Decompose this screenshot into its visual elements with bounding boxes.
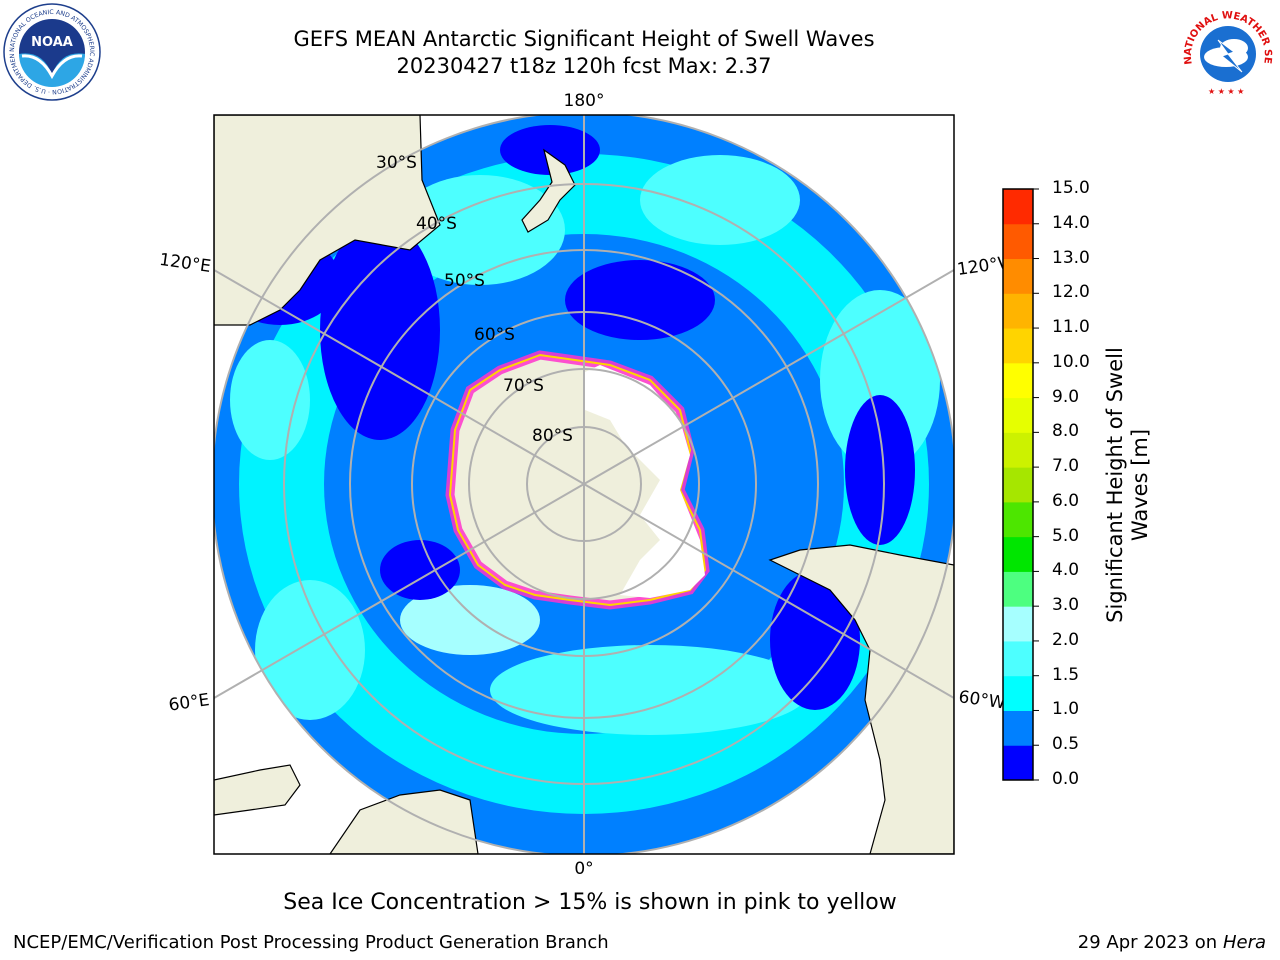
nws-logo: NATIONAL WEATHER SERVICE ★ ★ ★ ★: [1178, 2, 1276, 100]
africa-tip: [329, 789, 479, 854]
colorbar-tick-label: 2.0: [1052, 629, 1080, 650]
map-frame: [213, 114, 955, 855]
credit-line: NCEP/EMC/Verification Post Processing Pr…: [13, 932, 609, 953]
colorbar-label: Significant Height of Swell Waves [m]: [1103, 347, 1152, 623]
sea-ice-caption: Sea Ice Concentration > 15% is shown in …: [283, 890, 897, 915]
graticule: [214, 115, 954, 854]
low-swell-patch: [320, 220, 440, 440]
swell-patch: [255, 580, 365, 720]
noaa-logo: NATIONAL OCEANIC AND ATMOSPHERIC ADMINIS…: [2, 2, 101, 101]
colorbar-swatch: [1003, 536, 1033, 572]
swell-patch: [490, 645, 810, 735]
swell-patch: [230, 340, 310, 460]
south-america: [768, 544, 954, 854]
swell-patch: [820, 290, 940, 470]
colorbar-swatch: [1003, 675, 1033, 711]
low-swell-patch: [845, 395, 915, 545]
colorbar-tick-label: 0.0: [1052, 769, 1080, 789]
colorbar-swatch: [1003, 293, 1033, 329]
colorbar-tick-label: 13.0: [1052, 247, 1090, 268]
colorbar-tick-label: 0.5: [1052, 734, 1080, 755]
colorbar-swatch: [1003, 223, 1033, 260]
colorbar-swatch: [1003, 189, 1033, 225]
lon-label-60w: 60°W: [957, 687, 1006, 713]
date-line: 29 Apr 2023 on Hera: [1078, 932, 1266, 953]
colorbar-tick-label: 5.0: [1052, 525, 1080, 546]
lon-label-0: 0°: [574, 859, 593, 879]
colorbar-tick-label: 11.0: [1052, 317, 1090, 338]
lat-label-30s: 30°S: [376, 153, 417, 173]
colorbar-tick-label: 1.0: [1052, 699, 1080, 720]
lon-label-60e: 60°E: [167, 690, 210, 715]
colorbar-swatch: [1003, 432, 1033, 468]
lat-label-70s: 70°S: [503, 376, 544, 396]
map-title: GEFS MEAN Antarctic Significant Height o…: [293, 27, 875, 51]
new-zealand: [521, 148, 576, 233]
colorbar-swatch: [1003, 328, 1033, 364]
colorbar-tick-label: 3.0: [1052, 595, 1080, 616]
machine-name: Hera: [1222, 932, 1266, 953]
lon-label-120e: 120°E: [158, 250, 212, 277]
colorbar-swatch: [1003, 258, 1033, 294]
colorbar-swatch: [1003, 501, 1033, 538]
colorbar-tick-label: 15.0: [1052, 178, 1090, 198]
map-subtitle: 20230427 t18z 120h fcst Max: 2.37: [396, 54, 772, 78]
swell-patch: [640, 155, 800, 245]
colorbar-swatch: [1003, 467, 1033, 503]
ice-shelf: [585, 365, 705, 598]
date-text: 29 Apr 2023 on: [1077, 932, 1218, 953]
lat-label-40s: 40°S: [416, 214, 457, 234]
colorbar-swatch: [1003, 397, 1033, 433]
colorbar-swatch: [1003, 606, 1033, 642]
low-swell-patch: [500, 125, 600, 175]
lon-label-180: 180°: [564, 91, 605, 111]
colorbar-tick-label: 9.0: [1052, 386, 1080, 407]
colorbar-swatch: [1003, 571, 1033, 607]
low-swell-patch: [380, 540, 460, 600]
noaa-logo-text: NOAA: [31, 35, 73, 50]
colorbar: [1003, 189, 1033, 781]
lat-label-80s: 80°S: [532, 426, 573, 446]
lat-label-50s: 50°S: [444, 271, 485, 291]
colorbar-tick-label: 10.0: [1052, 351, 1090, 372]
colorbar-swatch: [1003, 362, 1033, 399]
colorbar-tick-label: 1.5: [1052, 664, 1080, 685]
colorbar-frame: [1002, 188, 1034, 781]
colorbar-swatch: [1003, 710, 1033, 746]
colorbar-tick-label: 14.0: [1052, 212, 1090, 233]
colorbar-tick-label: 7.0: [1052, 456, 1080, 477]
colorbar-swatch: [1003, 745, 1033, 781]
colorbar-swatch: [1003, 640, 1033, 677]
lat-label-60s: 60°S: [474, 325, 515, 345]
sea-ice-inner: [448, 353, 707, 607]
australia-landmass: [214, 115, 441, 326]
colorbar-tick-label: 6.0: [1052, 490, 1080, 511]
nws-stars: ★ ★ ★ ★: [1208, 87, 1244, 96]
colorbar-tick-label: 12.0: [1052, 282, 1090, 303]
low-swell-patch: [565, 260, 715, 340]
colorbar-tick-label: 4.0: [1052, 560, 1080, 581]
colorbar-tick-label: 8.0: [1052, 421, 1080, 442]
madagascar: [214, 764, 301, 816]
